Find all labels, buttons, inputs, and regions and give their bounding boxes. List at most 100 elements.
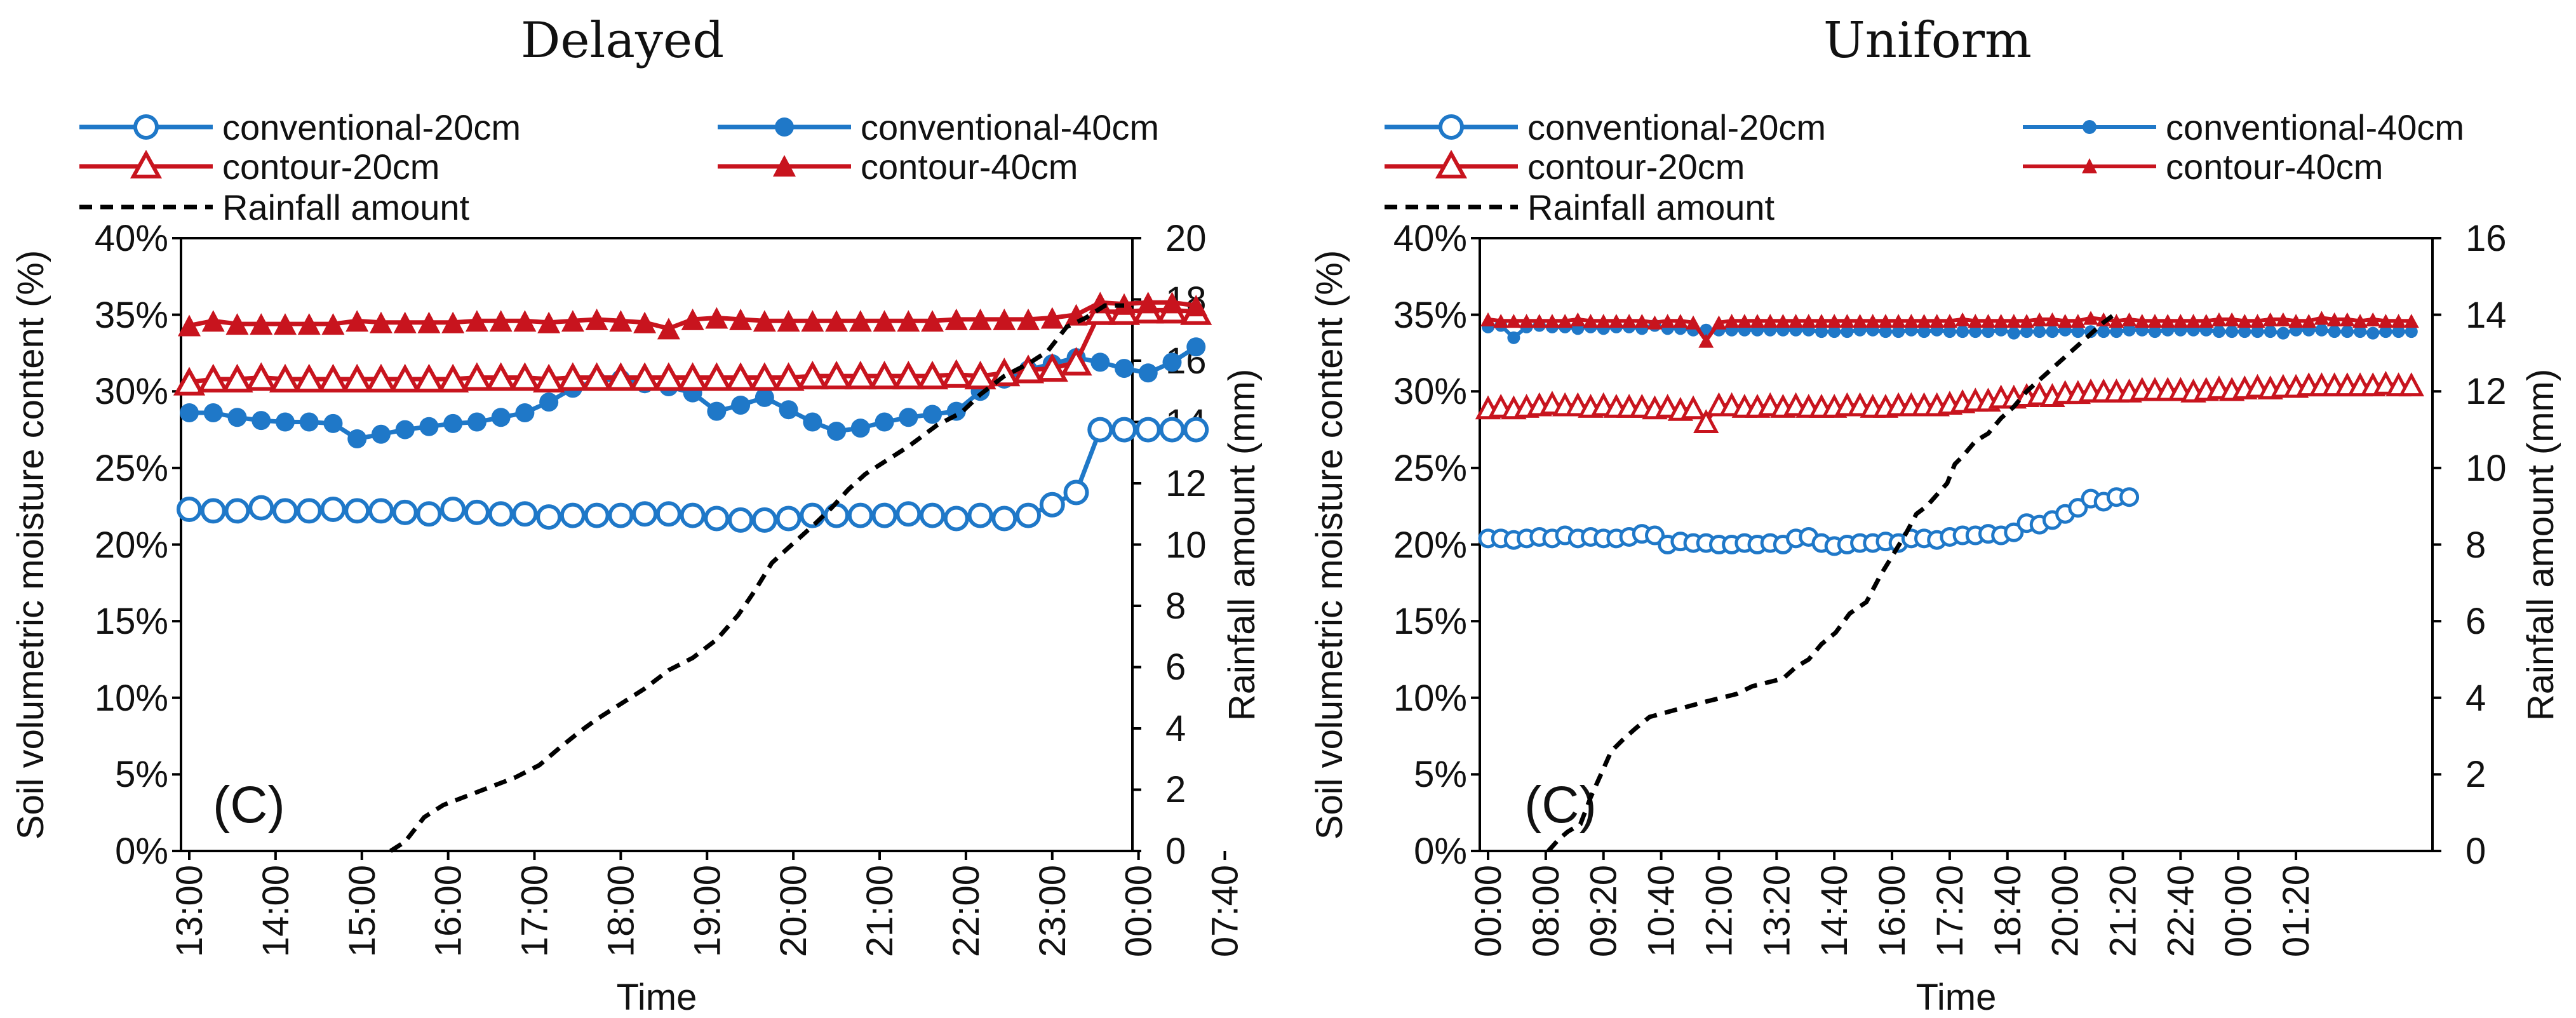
data-point bbox=[801, 310, 824, 332]
legend-marker-contour-20 bbox=[1435, 149, 1468, 178]
series-uniform bbox=[1475, 311, 2424, 853]
data-point bbox=[1519, 314, 1534, 328]
y-axis-title-right-delayed: Rainfall amount (mm) bbox=[1221, 369, 1263, 721]
data-point bbox=[2378, 314, 2394, 328]
data-point bbox=[539, 392, 559, 412]
x-tick-label: 22:00 bbox=[946, 865, 987, 957]
data-point bbox=[1544, 314, 1560, 328]
data-point bbox=[1828, 325, 1841, 338]
data-point bbox=[751, 507, 777, 533]
data-point bbox=[1736, 314, 1752, 328]
data-point bbox=[2238, 325, 2251, 338]
data-point bbox=[916, 360, 949, 390]
legend-label-contour-40: contour-40cm bbox=[861, 147, 1078, 187]
data-point bbox=[779, 400, 798, 420]
legend-marker-contour-40 bbox=[773, 155, 796, 177]
data-point bbox=[1060, 347, 1092, 376]
data-point bbox=[2366, 326, 2380, 340]
data-point bbox=[2250, 314, 2265, 328]
x-tick-label: 22:40 bbox=[2160, 865, 2201, 957]
data-point bbox=[921, 310, 944, 332]
data-point bbox=[803, 412, 822, 432]
data-point bbox=[775, 506, 802, 532]
data-point bbox=[632, 501, 658, 527]
data-point bbox=[1089, 291, 1112, 314]
data-point bbox=[393, 311, 417, 333]
y-ticks-right-uniform bbox=[2432, 237, 2441, 852]
data-point bbox=[580, 362, 613, 391]
data-point bbox=[629, 362, 661, 391]
data-point bbox=[2354, 325, 2367, 338]
data-point bbox=[2392, 325, 2405, 338]
data-point bbox=[512, 501, 538, 527]
x-tick-label: 07:40 bbox=[1205, 865, 1246, 957]
data-point bbox=[467, 412, 486, 432]
data-point bbox=[556, 362, 589, 391]
data-point bbox=[1993, 314, 2009, 328]
data-point bbox=[993, 308, 1016, 330]
data-point bbox=[969, 308, 992, 330]
data-point bbox=[2032, 312, 2048, 326]
data-point bbox=[1968, 314, 1983, 328]
x-tick-label: 13:20 bbox=[1756, 865, 1797, 957]
data-point bbox=[1865, 314, 1881, 328]
y-tick-label: 35% bbox=[95, 295, 168, 336]
series-rainfall-amount bbox=[389, 303, 1124, 853]
data-point bbox=[2148, 325, 2161, 338]
x-tick-label: 20:00 bbox=[773, 865, 814, 957]
data-point bbox=[1608, 314, 1624, 328]
data-point bbox=[365, 363, 398, 392]
data-point bbox=[2006, 314, 2022, 328]
data-point bbox=[272, 498, 298, 524]
legend-label-conventional-40: conventional-40cm bbox=[861, 107, 1159, 147]
data-point bbox=[389, 363, 421, 392]
y-tick-label: 10% bbox=[95, 678, 168, 719]
data-point bbox=[371, 424, 391, 444]
data-point bbox=[2301, 314, 2317, 328]
series-contour-40cm bbox=[178, 291, 1208, 340]
data-point bbox=[392, 499, 418, 525]
data-point bbox=[323, 413, 343, 433]
data-point bbox=[800, 502, 826, 528]
data-point bbox=[944, 308, 968, 330]
data-point bbox=[293, 363, 325, 392]
data-point bbox=[1711, 315, 1727, 330]
data-point bbox=[1531, 314, 1547, 328]
x-tick-label: 19:00 bbox=[687, 865, 728, 957]
legend-marker-contour-20 bbox=[130, 149, 163, 178]
data-point bbox=[200, 498, 226, 524]
x-tick-label: 00:00 bbox=[2218, 865, 2259, 957]
y-axis-title-left-uniform: Soil volumetric moisture content (%) bbox=[1309, 250, 1350, 840]
data-point bbox=[1762, 314, 1778, 328]
data-point bbox=[899, 408, 918, 427]
data-point bbox=[796, 360, 829, 390]
data-point bbox=[437, 363, 469, 392]
data-point bbox=[1698, 333, 1714, 348]
data-point bbox=[1877, 314, 1893, 328]
data-point bbox=[443, 413, 463, 433]
data-point bbox=[1583, 314, 1599, 328]
data-point bbox=[772, 362, 805, 391]
data-point bbox=[1090, 352, 1110, 372]
x-axis-delayed: 13:00 14:00 15:00 16:00 17:00 18:00 19:00 20:00… bbox=[169, 851, 1246, 957]
data-point bbox=[2339, 312, 2355, 326]
data-point bbox=[536, 504, 562, 530]
data-point bbox=[368, 498, 394, 524]
y-tick-label: 25% bbox=[95, 448, 168, 489]
y-axis-left-delayed: 0% 5% 10% 15% 20% 25% 30% 35% 40% bbox=[95, 218, 168, 872]
y-right-tick-label: 12 bbox=[1165, 463, 1207, 504]
data-point bbox=[2004, 522, 2024, 542]
x-tick-label: 15:00 bbox=[342, 865, 383, 957]
x-tick-label: 20:00 bbox=[2045, 865, 2086, 957]
y-axis-title-left-delayed: Soil volumetric moisture content (%) bbox=[10, 250, 51, 840]
data-point bbox=[1813, 314, 1829, 328]
data-point bbox=[224, 498, 250, 524]
data-point bbox=[2070, 314, 2086, 328]
data-point bbox=[940, 359, 972, 388]
data-point bbox=[1956, 325, 1969, 338]
data-point bbox=[1634, 314, 1650, 328]
data-point bbox=[847, 502, 873, 528]
data-point bbox=[1480, 312, 1496, 326]
x-tick-label: 18:00 bbox=[600, 865, 641, 957]
